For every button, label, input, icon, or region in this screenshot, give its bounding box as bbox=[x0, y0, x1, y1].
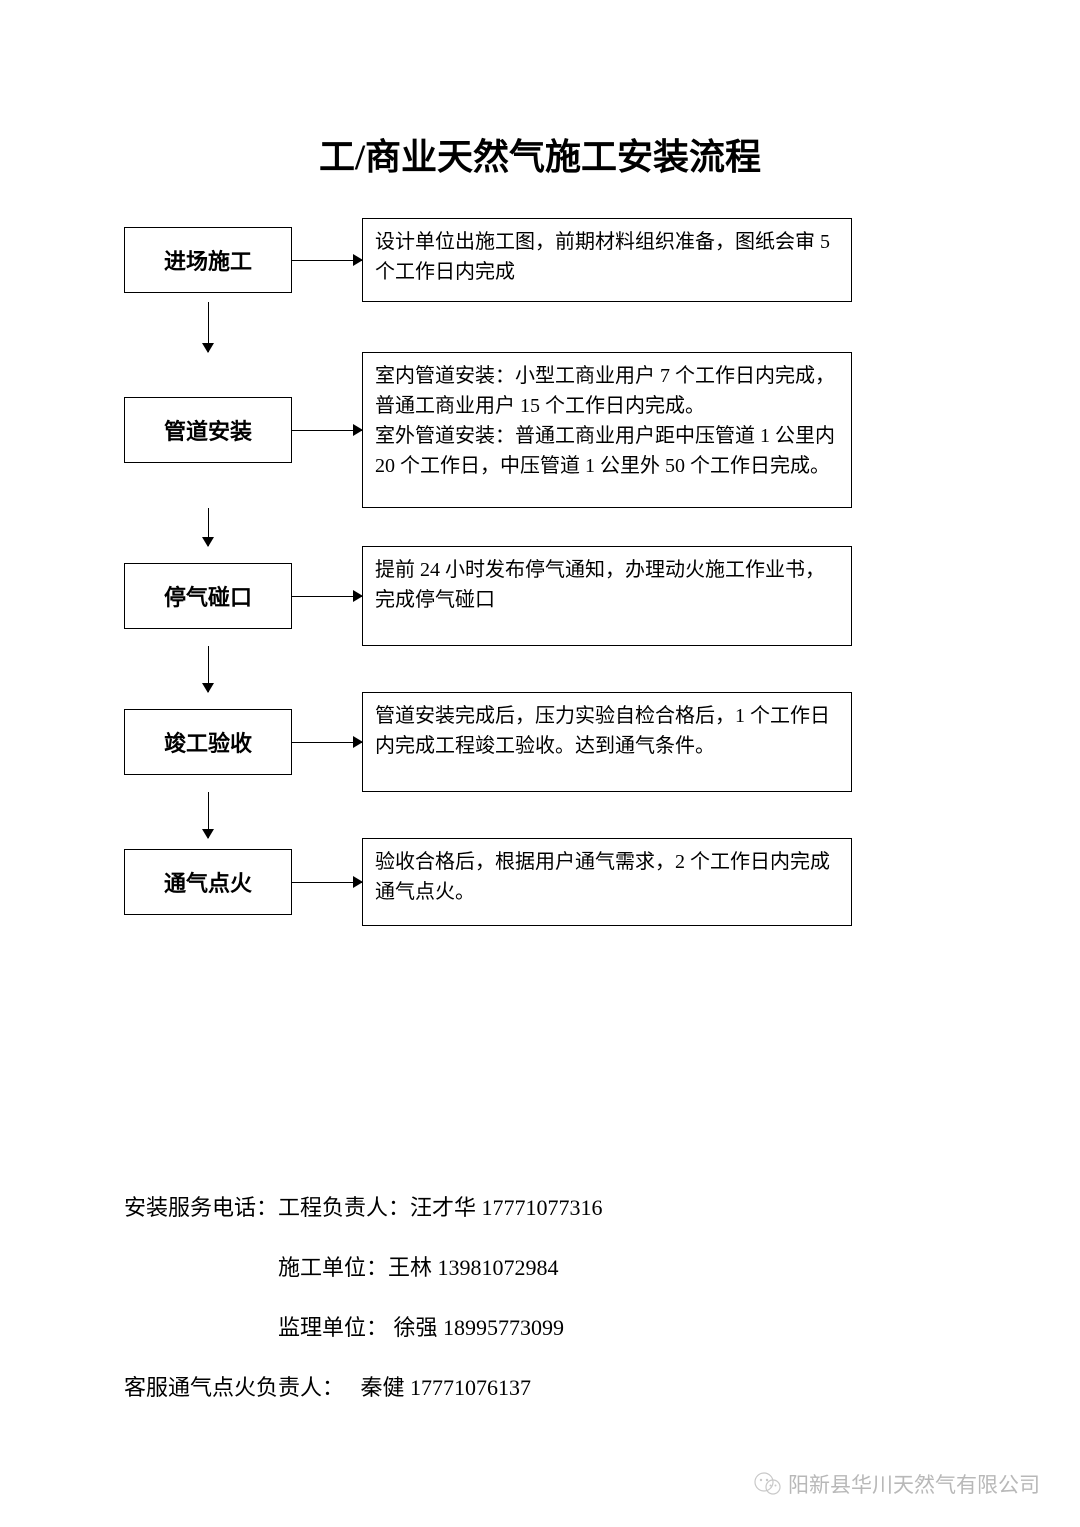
flow-row: 管道安装 室内管道安装：小型工商业用户 7 个工作日内完成， 普通工商业用户 15… bbox=[124, 352, 974, 508]
wechat-icon bbox=[754, 1472, 782, 1496]
contacts-block: 安装服务电话：工程负责人：汪才华 17771077316 施工单位：王林 139… bbox=[124, 1190, 603, 1430]
flow-row: 通气点火 验收合格后，根据用户通气需求，2 个工作日内完成通气点火。 bbox=[124, 838, 974, 926]
footer: 阳新县华川天然气有限公司 bbox=[754, 1469, 1040, 1499]
v-connector bbox=[124, 646, 974, 692]
flowchart: 进场施工 设计单位出施工图，前期材料组织准备，图纸会审 5 个工作日内完成管道安装… bbox=[124, 218, 974, 926]
contact-line: 监理单位： 徐强 18995773099 bbox=[124, 1310, 603, 1342]
desc-box: 验收合格后，根据用户通气需求，2 个工作日内完成通气点火。 bbox=[362, 838, 852, 926]
page-title: 工/商业天然气施工安装流程 bbox=[0, 128, 1080, 180]
h-connector bbox=[292, 218, 362, 302]
flow-row: 停气碰口 提前 24 小时发布停气通知，办理动火施工作业书，完成停气碰口 bbox=[124, 546, 974, 646]
v-connector bbox=[124, 792, 974, 838]
h-connector bbox=[292, 352, 362, 508]
flow-row: 竣工验收 管道安装完成后，压力实验自检合格后，1 个工作日内完成工程竣工验收。达到… bbox=[124, 692, 974, 792]
desc-box: 设计单位出施工图，前期材料组织准备，图纸会审 5 个工作日内完成 bbox=[362, 218, 852, 302]
step-box: 管道安装 bbox=[124, 397, 292, 463]
step-box: 通气点火 bbox=[124, 849, 292, 915]
h-connector bbox=[292, 692, 362, 792]
desc-box: 管道安装完成后，压力实验自检合格后，1 个工作日内完成工程竣工验收。达到通气条件… bbox=[362, 692, 852, 792]
step-box: 停气碰口 bbox=[124, 563, 292, 629]
step-box: 进场施工 bbox=[124, 227, 292, 293]
desc-box: 室内管道安装：小型工商业用户 7 个工作日内完成， 普通工商业用户 15 个工作… bbox=[362, 352, 852, 508]
v-connector bbox=[124, 508, 974, 546]
flow-row: 进场施工 设计单位出施工图，前期材料组织准备，图纸会审 5 个工作日内完成 bbox=[124, 218, 974, 302]
step-box: 竣工验收 bbox=[124, 709, 292, 775]
footer-text: 阳新县华川天然气有限公司 bbox=[788, 1469, 1040, 1499]
contact-line: 安装服务电话：工程负责人：汪才华 17771077316 bbox=[124, 1190, 603, 1222]
contact-line: 客服通气点火负责人： 秦健 17771076137 bbox=[124, 1370, 603, 1402]
desc-box: 提前 24 小时发布停气通知，办理动火施工作业书，完成停气碰口 bbox=[362, 546, 852, 646]
h-connector bbox=[292, 838, 362, 926]
contact-line: 施工单位：王林 13981072984 bbox=[124, 1250, 603, 1282]
v-connector bbox=[124, 302, 974, 352]
h-connector bbox=[292, 546, 362, 646]
